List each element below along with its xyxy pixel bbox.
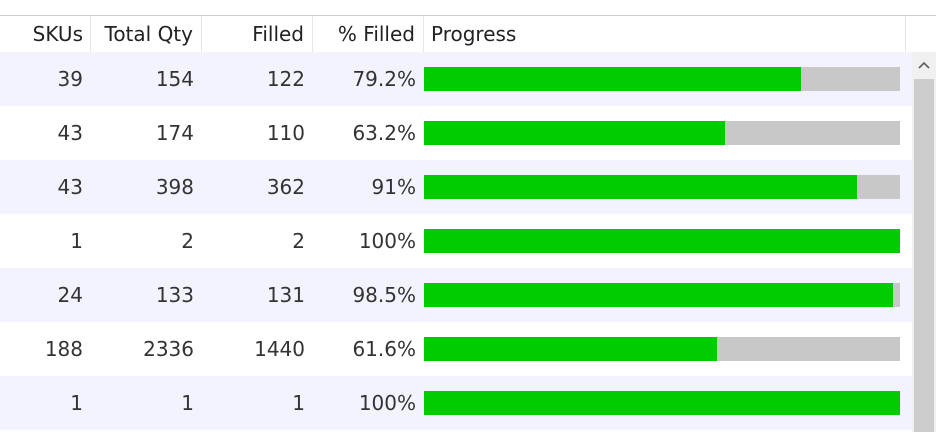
cell-pct-filled: 63.2% — [352, 121, 416, 145]
table-row[interactable]: 1 2 2 100% — [0, 214, 912, 268]
column-header-total-qty[interactable]: Total Qty — [91, 16, 202, 52]
grid-rows: 39 154 122 79.2% 43 174 110 63.2% 43 398… — [0, 52, 912, 432]
vertical-scrollbar[interactable] — [912, 52, 936, 432]
cell-skus: 1 — [70, 391, 83, 415]
progress-bar-fill — [424, 121, 725, 145]
table-row[interactable]: 39 154 122 79.2% — [0, 52, 912, 106]
progress-bar — [424, 67, 900, 91]
cell-total-qty: 1 — [181, 391, 194, 415]
cell-skus: 1 — [70, 229, 83, 253]
progress-bar — [424, 391, 900, 415]
table-row[interactable]: 188 2336 1440 61.6% — [0, 322, 912, 376]
table-row[interactable]: 43 174 110 63.2% — [0, 106, 912, 160]
cell-skus: 43 — [57, 175, 83, 199]
cell-total-qty: 2336 — [143, 337, 194, 361]
progress-bar — [424, 229, 900, 253]
cell-filled: 1 — [292, 391, 305, 415]
column-header-filled[interactable]: Filled — [202, 16, 313, 52]
cell-total-qty: 398 — [155, 175, 194, 199]
progress-bar — [424, 283, 900, 307]
cell-pct-filled: 98.5% — [352, 283, 416, 307]
grid-header: SKUs Total Qty Filled % Filled Progress — [0, 16, 936, 52]
progress-bar — [424, 337, 900, 361]
progress-bar-fill — [424, 67, 801, 91]
cell-total-qty: 174 — [155, 121, 194, 145]
progress-bar-fill — [424, 229, 900, 253]
cell-filled: 131 — [266, 283, 305, 307]
column-header-filler — [906, 16, 936, 52]
cell-pct-filled: 61.6% — [352, 337, 416, 361]
cell-skus: 43 — [57, 121, 83, 145]
column-header-skus[interactable]: SKUs — [0, 16, 91, 52]
cell-total-qty: 154 — [155, 67, 194, 91]
cell-skus: 24 — [57, 283, 83, 307]
cell-total-qty: 133 — [155, 283, 194, 307]
cell-filled: 362 — [266, 175, 305, 199]
cell-pct-filled: 91% — [371, 175, 416, 199]
progress-bar — [424, 175, 900, 199]
cell-pct-filled: 100% — [358, 391, 416, 415]
progress-bar-fill — [424, 337, 718, 361]
column-header-pct-filled[interactable]: % Filled — [313, 16, 424, 52]
cell-filled: 110 — [266, 121, 305, 145]
cell-filled: 2 — [292, 229, 305, 253]
scrollbar-thumb[interactable] — [914, 79, 934, 432]
grid-top-border — [0, 15, 936, 16]
progress-bar-fill — [424, 283, 893, 307]
progress-bar-fill — [424, 391, 900, 415]
progress-bar-fill — [424, 175, 858, 199]
cell-total-qty: 2 — [181, 229, 194, 253]
progress-bar — [424, 121, 900, 145]
cell-filled: 122 — [266, 67, 305, 91]
column-header-progress[interactable]: Progress — [424, 16, 906, 52]
cell-skus: 188 — [44, 337, 83, 361]
chevron-up-icon[interactable] — [912, 52, 936, 78]
cell-skus: 39 — [57, 67, 83, 91]
table-row[interactable]: 1 1 1 100% — [0, 376, 912, 430]
cell-pct-filled: 100% — [358, 229, 416, 253]
table-row[interactable]: 43 398 362 91% — [0, 160, 912, 214]
cell-filled: 1440 — [254, 337, 305, 361]
cell-pct-filled: 79.2% — [352, 67, 416, 91]
table-row[interactable]: 24 133 131 98.5% — [0, 268, 912, 322]
